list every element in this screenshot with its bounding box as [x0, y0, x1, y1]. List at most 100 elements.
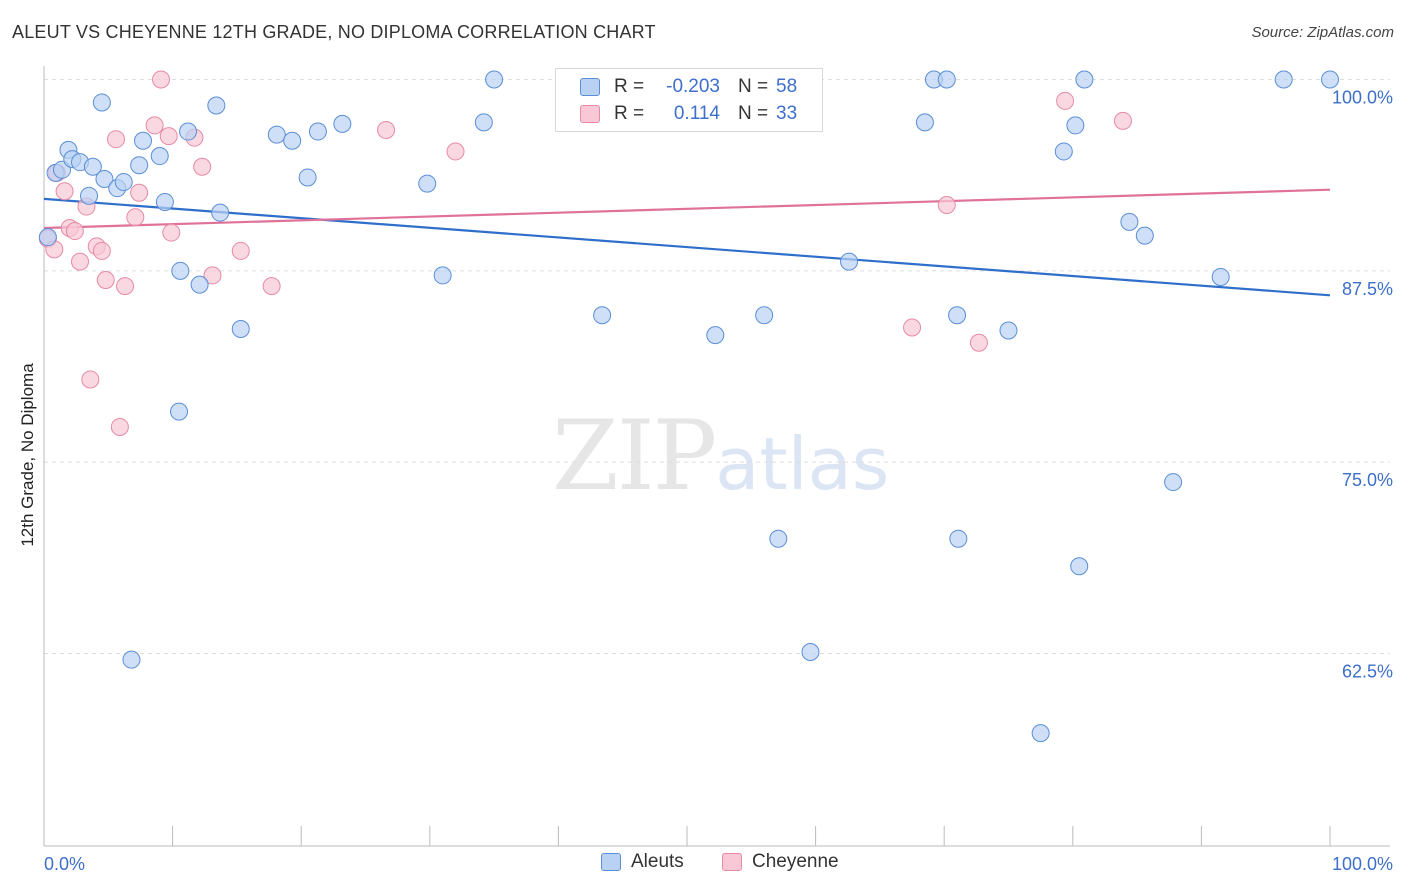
aleuts-point — [706, 326, 725, 345]
aleuts-point — [150, 147, 169, 166]
aleuts-point — [474, 113, 493, 132]
aleuts-point — [1321, 70, 1339, 89]
aleuts-point — [999, 321, 1018, 340]
watermark-atlas: atlas — [715, 422, 890, 506]
legend-r-label: R = — [614, 103, 645, 124]
data-points — [38, 70, 1339, 743]
cheyenne-point — [377, 121, 396, 140]
aleuts-point — [948, 306, 967, 325]
aleuts-point — [231, 319, 250, 338]
watermark-zip: ZIP — [552, 400, 717, 512]
y-tick-label: 62.5% — [1342, 662, 1393, 682]
legend-label-aleuts: Aleuts — [631, 851, 684, 872]
watermark: ZIPatlas — [552, 400, 889, 512]
source-credit[interactable]: Source: ZipAtlas.com — [1251, 24, 1394, 41]
aleuts-point — [308, 122, 327, 141]
cheyenne-point — [55, 182, 74, 201]
cheyenne-trend-line — [43, 188, 1331, 230]
cheyenne-point — [96, 271, 115, 290]
aleuts-point — [801, 642, 820, 661]
aleuts-point — [1274, 70, 1293, 89]
cheyenne-point — [203, 266, 222, 285]
cheyenne-point — [231, 241, 250, 260]
aleuts-point — [122, 650, 141, 669]
cheyenne-point — [92, 241, 111, 260]
aleuts-point — [1135, 226, 1154, 245]
chart-title: ALEUT VS CHEYENNE 12TH GRADE, NO DIPLOMA… — [12, 22, 656, 42]
cheyenne-swatch — [580, 105, 600, 123]
legend-n-label: N = — [738, 103, 769, 124]
aleuts-point — [433, 266, 452, 285]
cheyenne-point — [152, 70, 171, 89]
legend-row-aleuts: R = -0.203 N = 58 — [580, 74, 797, 100]
cheyenne-point — [969, 333, 988, 352]
aleuts-point — [83, 157, 102, 176]
cheyenne-point — [126, 208, 145, 227]
cheyenne-point — [1113, 111, 1132, 130]
aleuts-point — [211, 203, 230, 222]
aleuts-point — [840, 252, 859, 271]
cheyenne-point — [116, 277, 135, 296]
legend-item-cheyenne[interactable]: Cheyenne — [722, 851, 839, 873]
legend-n-label: N = — [738, 76, 769, 97]
aleuts-point — [1211, 267, 1230, 286]
aleuts-point — [418, 174, 437, 193]
cheyenne-point — [262, 277, 281, 296]
aleuts-point — [267, 125, 286, 144]
cheyenne-point — [903, 318, 922, 337]
aleuts-point — [80, 186, 99, 205]
aleuts-point — [114, 173, 133, 192]
cheyenne-point — [159, 127, 178, 146]
aleuts-swatch — [580, 78, 600, 96]
correlation-legend: R = -0.203 N = 58 R = 0.114 N = 33 — [555, 68, 823, 132]
cheyenne-point — [130, 183, 149, 202]
aleuts-point — [915, 113, 934, 132]
cheyenne-point — [1056, 91, 1075, 110]
tick-labels: 100.0% 87.5% 75.0% 62.5% 0.0% 100.0% — [44, 88, 1393, 875]
cheyenne-point — [81, 370, 100, 389]
aleuts-point — [485, 70, 504, 89]
cheyenne-point — [107, 130, 126, 149]
y-tick-label: 100.0% — [1332, 88, 1393, 108]
cheyenne-point — [145, 116, 164, 135]
cheyenne-point — [65, 222, 84, 241]
aleuts-swatch — [601, 853, 621, 871]
aleuts-point — [1075, 70, 1094, 89]
aleuts-point — [38, 228, 57, 247]
legend-r-value: -0.203 — [666, 76, 720, 97]
cheyenne-point — [937, 196, 956, 215]
grid-lines — [44, 79, 1390, 654]
aleuts-point — [130, 156, 149, 175]
legend-r-value: 0.114 — [673, 103, 720, 124]
y-tick-label: 87.5% — [1342, 279, 1393, 299]
aleuts-point — [134, 131, 153, 150]
legend-label-cheyenne: Cheyenne — [752, 851, 839, 872]
legend-item-aleuts[interactable]: Aleuts — [601, 851, 684, 873]
x-tick-label: 100.0% — [1332, 854, 1393, 874]
aleuts-point — [1120, 212, 1139, 231]
cheyenne-point — [193, 157, 212, 176]
legend-n-value: 58 — [776, 76, 798, 97]
trend-lines — [43, 188, 1331, 297]
aleuts-point — [283, 131, 302, 150]
legend-row-cheyenne: R = 0.114 N = 33 — [580, 101, 797, 127]
aleuts-point — [1066, 116, 1085, 135]
aleuts-point — [170, 402, 189, 421]
aleuts-point — [1031, 724, 1050, 743]
aleuts-point — [207, 96, 226, 115]
y-tick-label: 75.0% — [1342, 470, 1393, 490]
legend-r-label: R = — [614, 76, 645, 97]
x-tick-label: 0.0% — [44, 854, 85, 874]
series-legend: Aleuts Cheyenne — [0, 851, 1406, 877]
aleuts-point — [937, 70, 956, 89]
aleuts-point — [333, 114, 352, 133]
aleuts-point — [171, 261, 190, 280]
aleuts-trend-line — [43, 197, 1331, 297]
cheyenne-point — [71, 252, 90, 271]
cheyenne-point — [110, 417, 129, 436]
aleuts-point — [949, 529, 968, 548]
aleuts-point — [1070, 557, 1089, 576]
cheyenne-point — [162, 223, 181, 242]
cheyenne-point — [446, 142, 465, 161]
